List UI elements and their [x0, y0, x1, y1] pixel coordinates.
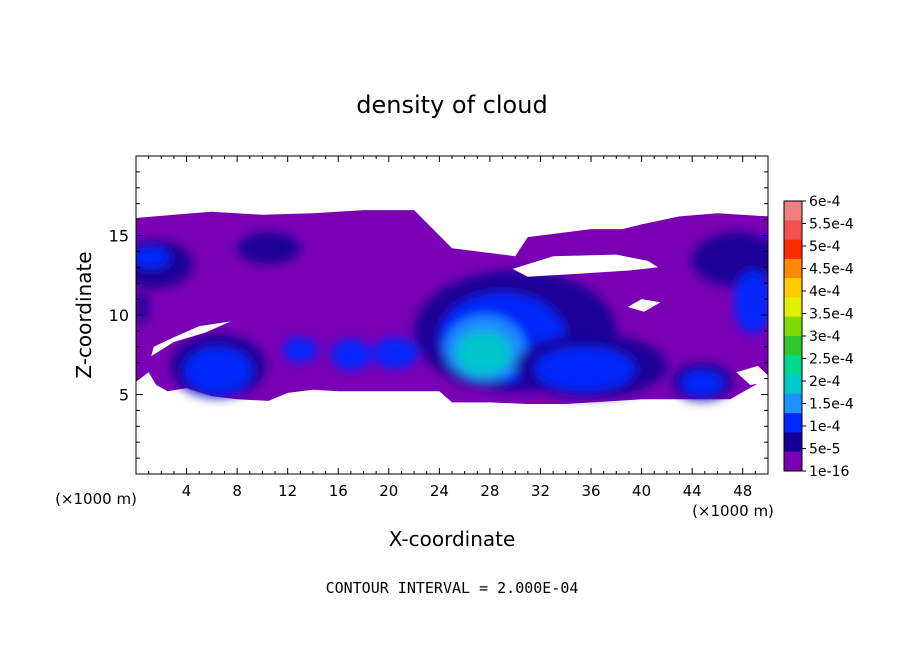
x-tick-label: 48	[733, 482, 752, 500]
density-feature	[692, 232, 768, 287]
density-feature	[680, 370, 724, 397]
x-axis-label: X-coordinate	[389, 527, 516, 551]
colorbar-label: 4e-4	[809, 284, 841, 300]
density-feature	[237, 232, 301, 265]
colorbar-label: 3.5e-4	[809, 307, 854, 323]
x-tick-label: 40	[632, 482, 651, 500]
contour-interval-note: CONTOUR INTERVAL = 2.000E-04	[326, 579, 579, 597]
y-tick-label: 15	[109, 227, 129, 246]
x-tick-label: 32	[531, 482, 550, 500]
colorbar-swatch	[784, 336, 802, 356]
clear-region	[627, 299, 661, 312]
colorbar-label: 1.5e-4	[809, 397, 854, 413]
y-axis-label: Z-coordinate	[72, 251, 96, 378]
density-feature	[282, 337, 318, 363]
colorbar-swatch	[784, 278, 802, 298]
density-feature	[136, 291, 149, 323]
cloud-field	[136, 210, 768, 404]
density-feature	[733, 270, 768, 335]
colorbar-label: 1e-16	[809, 464, 849, 480]
x-unit-left: (×1000 m)	[55, 490, 137, 508]
x-tick-label: 16	[329, 482, 348, 500]
x-tick-label: 28	[480, 482, 499, 500]
density-feature	[184, 346, 253, 395]
x-axis-ticks: 4 8 12 16 20 24 28 32 36 40 44 48	[148, 156, 756, 500]
colorbar-swatch	[784, 413, 802, 433]
x-unit-right: (×1000 m)	[692, 502, 774, 520]
colorbar-swatch	[784, 316, 802, 337]
y-tick-label: 5	[119, 386, 129, 405]
density-feature	[136, 246, 171, 269]
colorbar-swatch	[784, 374, 802, 395]
colorbar-swatch	[784, 297, 802, 318]
colorbar-label: 4.5e-4	[809, 262, 854, 278]
x-tick-label: 44	[683, 482, 702, 500]
colorbar-label: 5e-4	[809, 239, 841, 255]
colorbar-swatch	[784, 239, 802, 260]
colorbar-swatch	[784, 258, 802, 279]
colorbar-swatch	[784, 220, 802, 240]
x-tick-label: 8	[232, 482, 242, 500]
colorbar-swatch	[784, 201, 802, 221]
colorbar-swatch	[784, 355, 802, 375]
x-tick-label: 12	[278, 482, 297, 500]
density-feature	[372, 337, 418, 370]
colorbar-label: 1e-4	[809, 419, 841, 435]
colorbar-label: 6e-4	[809, 194, 841, 210]
colorbar-swatch	[784, 393, 802, 414]
colorbar: 6e-4 5.5e-4 5e-4 4.5e-4 4e-4 3.5e-4 3e-4 2.5e-4…	[783, 194, 854, 480]
x-tick-label: 36	[581, 482, 600, 500]
clear-region	[151, 321, 231, 357]
chart-title: density of cloud	[356, 91, 547, 119]
density-feature	[534, 346, 636, 392]
colorbar-label: 5e-5	[809, 442, 840, 458]
clear-region	[512, 254, 658, 277]
x-tick-label: 20	[379, 482, 398, 500]
cloud-density-features	[136, 232, 768, 401]
y-axis-ticks: 5 10 15	[109, 171, 768, 459]
x-tick-label: 4	[182, 482, 192, 500]
density-feature	[455, 330, 512, 376]
colorbar-label: 2e-4	[809, 374, 841, 390]
colorbar-label: 3e-4	[809, 329, 841, 345]
density-feature	[330, 338, 372, 371]
colorbar-label: 2.5e-4	[809, 352, 854, 368]
colorbar-label: 5.5e-4	[809, 217, 854, 233]
colorbar-swatch	[784, 451, 802, 472]
x-tick-label: 24	[430, 482, 449, 500]
colorbar-swatch	[784, 432, 802, 453]
y-tick-label: 10	[109, 306, 129, 325]
clear-region	[736, 365, 768, 385]
